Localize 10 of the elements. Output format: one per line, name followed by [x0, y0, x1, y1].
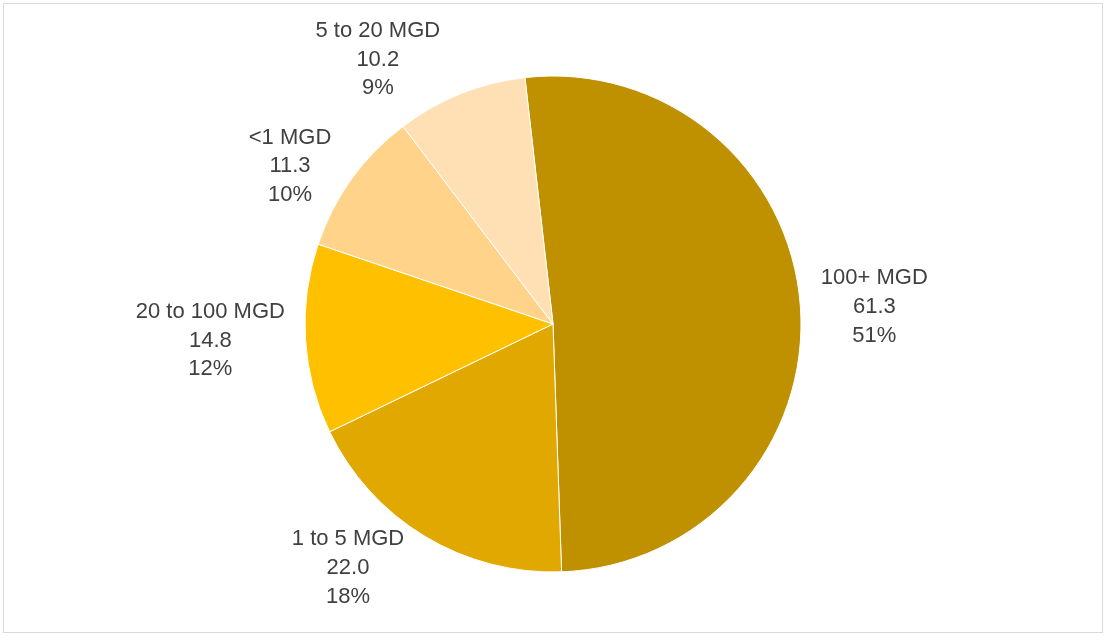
slice-label: 5 to 20 MGD — [315, 17, 441, 43]
slice-label: 20 to 100 MGD — [135, 298, 285, 324]
data-label: 14.8 12% — [188, 326, 233, 381]
slice-label: <1 MGD — [248, 123, 332, 149]
slice-label: 100+ MGD — [820, 264, 928, 290]
data-label: 11.3 10% — [267, 152, 313, 206]
data-label: 10.2 9% — [356, 45, 400, 100]
data-label: 22.0 18% — [325, 553, 371, 608]
slice-label: 1 to 5 MGD — [291, 525, 405, 551]
data-label: 61.3 51% — [852, 292, 897, 347]
